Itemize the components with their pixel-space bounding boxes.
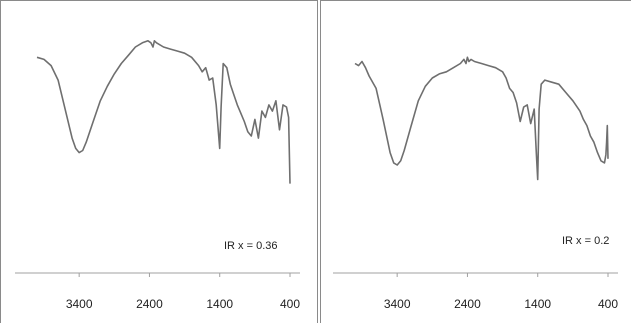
spectrum-line	[354, 56, 609, 181]
chart-panel-left: 3400 2400 1400 400 IR x = 0.36	[0, 0, 318, 323]
ir-spectrum-chart-x02: 3400 2400 1400 400 IR x = 0.2	[320, 0, 631, 323]
x-tick-label: 3400	[384, 297, 411, 311]
x-tick-label: 400	[280, 297, 300, 311]
chart-panel-right: 3400 2400 1400 400 IR x = 0.2	[320, 0, 631, 323]
x-tick-label: 2400	[454, 297, 481, 311]
x-tick-label: 3400	[66, 297, 93, 311]
x-tick-label: 1400	[524, 297, 551, 311]
spectrum-annotation: IR x = 0.2	[562, 235, 609, 247]
x-tick-label: 2400	[136, 297, 163, 311]
ir-spectrum-chart-x036: 3400 2400 1400 400 IR x = 0.36	[0, 0, 318, 323]
x-tick-label: 400	[598, 297, 618, 311]
spectrum-line	[36, 40, 291, 184]
spectrum-annotation: IR x = 0.36	[224, 240, 278, 252]
x-tick-label: 1400	[206, 297, 233, 311]
